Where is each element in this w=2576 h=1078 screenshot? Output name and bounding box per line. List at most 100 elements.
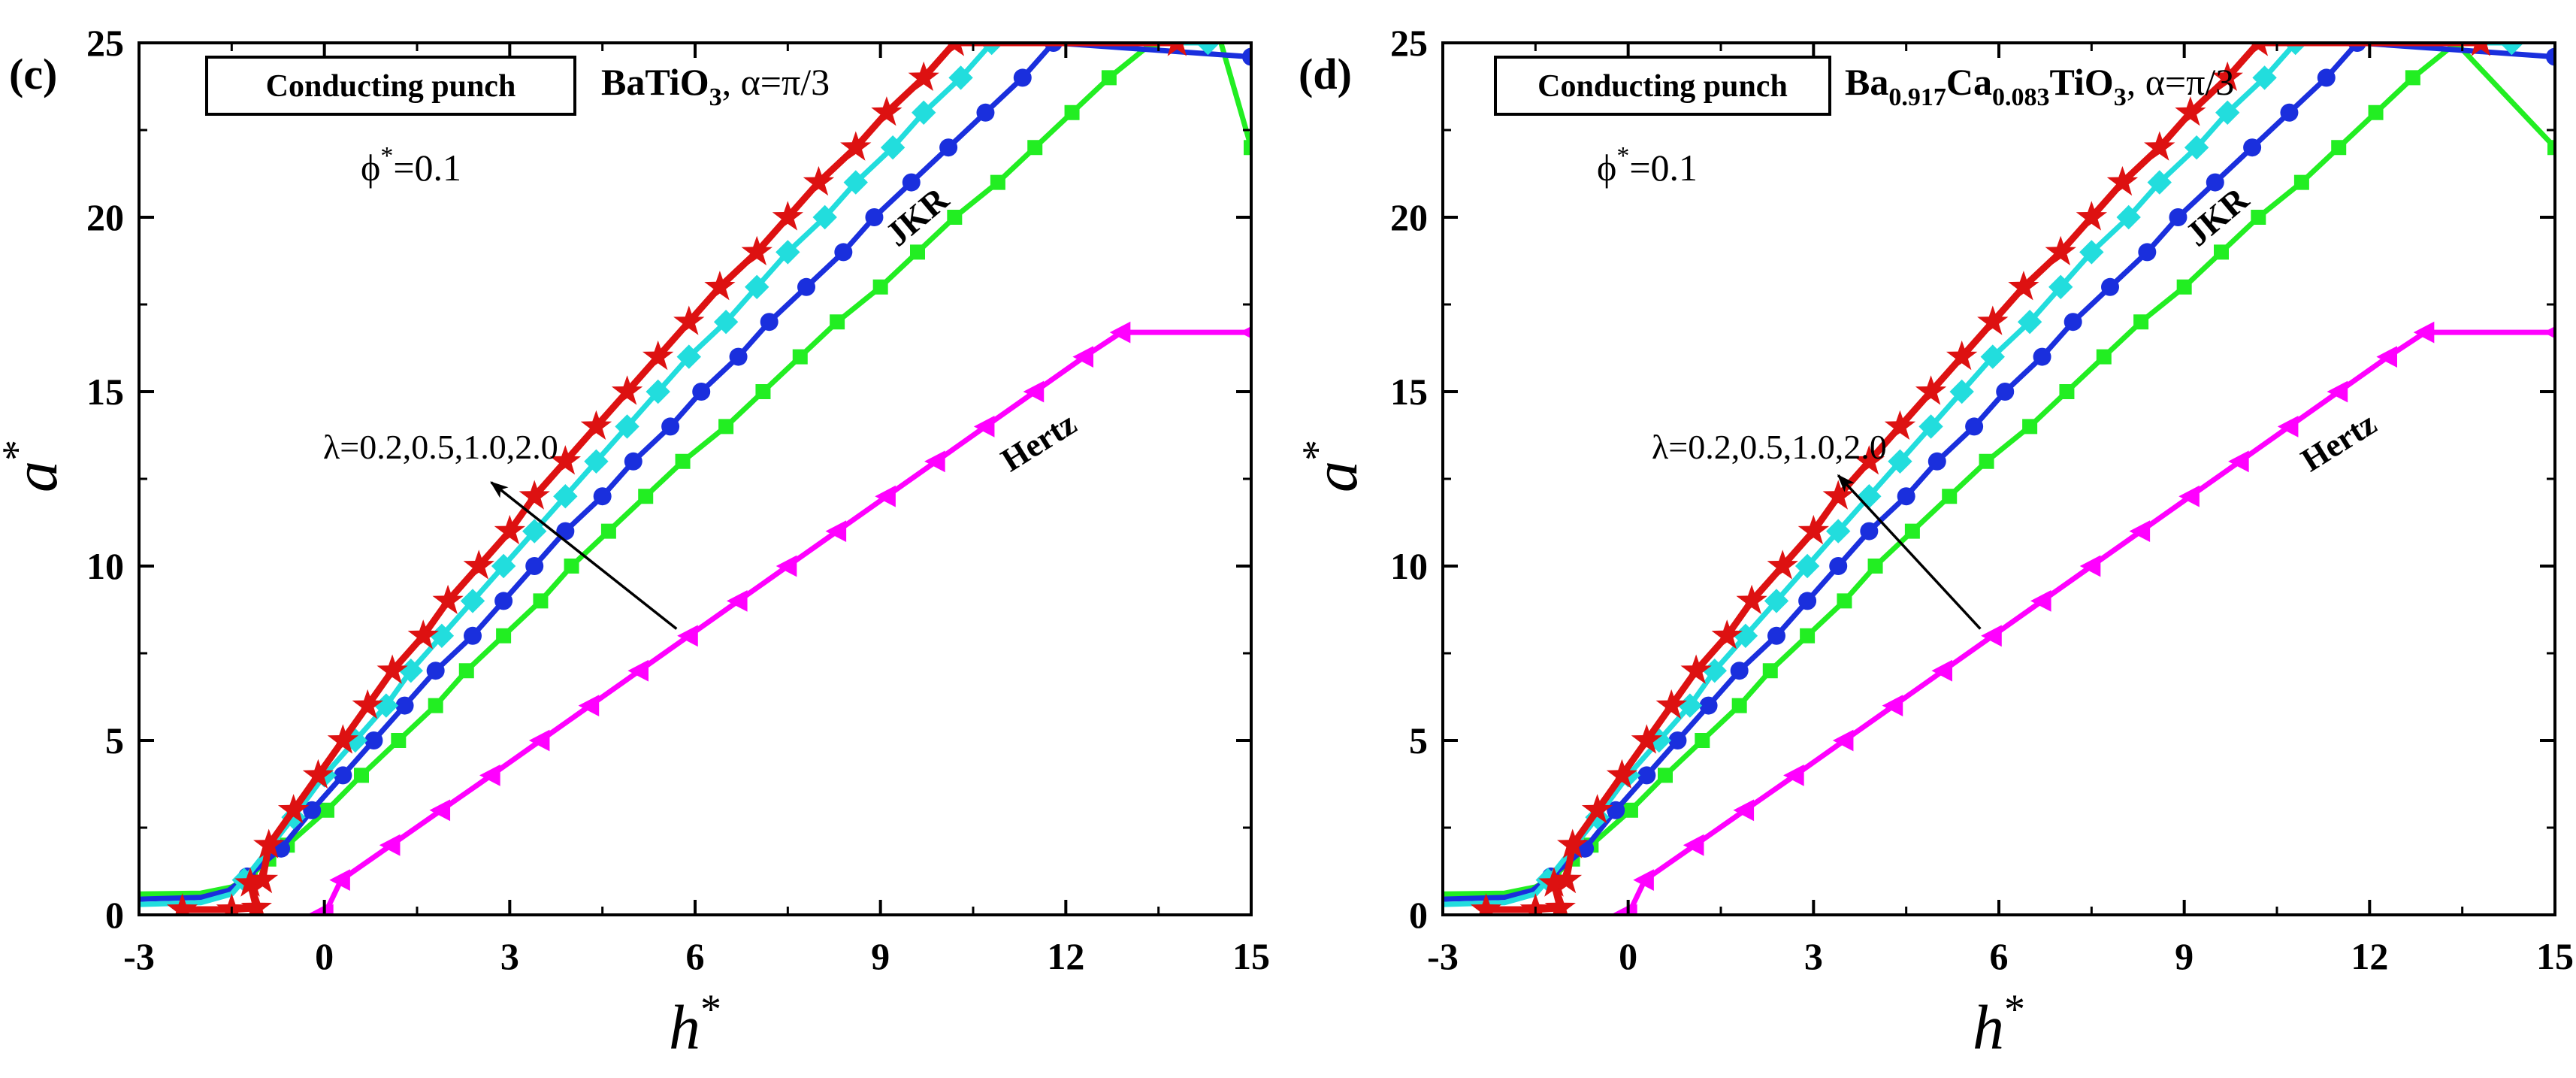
x-tick-label: 15 (1232, 935, 1270, 977)
lambda-label: λ=0.2,0.5,1.0,2.0 (1652, 428, 1887, 466)
data-point (2133, 314, 2149, 330)
data-point (2129, 520, 2151, 542)
data-point (1606, 759, 1638, 789)
data-point (240, 892, 272, 915)
data-point (2008, 271, 2039, 301)
series-line (1619, 329, 2555, 915)
data-point (745, 274, 769, 299)
data-point (902, 173, 921, 192)
data-point (1965, 417, 1984, 436)
data-point (463, 550, 494, 580)
data-point (319, 802, 334, 818)
x-axis-title: h* (1973, 986, 2025, 1063)
data-point (1557, 828, 1589, 858)
y-tick-label: 15 (86, 371, 124, 413)
data-point (825, 520, 847, 542)
x-tick-label: 15 (2536, 935, 2574, 977)
data-point (2048, 274, 2073, 299)
jkr-label: JKR (878, 180, 956, 254)
data-point (429, 799, 451, 822)
series-hertz (1610, 321, 2555, 915)
data-point (755, 384, 771, 399)
data-point (834, 243, 853, 262)
label-box-text: Conducting punch (1537, 69, 1788, 104)
data-point (1581, 794, 1613, 824)
data-point (1829, 557, 1848, 575)
lambda-label: λ=0.2,0.5,1.0,2.0 (323, 428, 558, 466)
data-point (376, 654, 408, 684)
data-point (2033, 347, 2051, 366)
data-point (803, 165, 835, 196)
data-point (1631, 724, 1662, 754)
data-point (1244, 140, 1251, 156)
data-point (1658, 768, 1673, 783)
material-label: BaTiO3, α=π/3 (601, 61, 830, 111)
data-point (479, 765, 500, 786)
data-point (528, 729, 550, 752)
data-point (166, 893, 198, 915)
data-point (1064, 104, 1080, 120)
data-point (924, 450, 945, 473)
data-point (1733, 623, 1758, 648)
data-point (2022, 419, 2038, 435)
data-point (2176, 279, 2192, 295)
data-point (2138, 243, 2157, 262)
data-point (464, 626, 482, 645)
data-point (2064, 313, 2082, 332)
data-point (872, 279, 888, 295)
data-point (947, 210, 963, 225)
jkr-label: JKR (2178, 180, 2256, 254)
data-point (364, 731, 383, 749)
data-point (1822, 480, 1854, 510)
data-point (1915, 375, 1947, 405)
data-point (830, 314, 845, 330)
data-point (2331, 140, 2347, 156)
x-tick-label: 6 (1990, 935, 2009, 977)
data-point (1736, 584, 1767, 614)
data-point (948, 65, 973, 90)
y-axis: 0 5 10 15 20 25 (86, 22, 1251, 936)
data-point (1767, 550, 1798, 580)
data-point (611, 375, 643, 405)
y-tick-label: 5 (1409, 719, 1428, 762)
data-point (556, 522, 575, 541)
lambda-arrow (1837, 474, 1982, 630)
data-point (494, 592, 513, 610)
data-point (1884, 410, 1916, 440)
data-point (1637, 766, 1656, 785)
data-point (726, 590, 748, 612)
data-point (2248, 43, 2269, 56)
data-point (973, 416, 995, 438)
data-point (2178, 485, 2200, 507)
series-line (139, 43, 1251, 897)
data-point (1853, 445, 1885, 475)
data-point (713, 310, 739, 335)
data-point (1519, 893, 1551, 915)
data-point (600, 523, 616, 539)
data-point (1996, 383, 2015, 401)
data-point (1800, 628, 1816, 643)
data-point (1980, 344, 2005, 369)
data-point (624, 452, 642, 471)
y-axis-title: a* (1294, 440, 1371, 492)
data-point (553, 484, 578, 509)
data-point (2106, 165, 2139, 196)
data-point (1981, 625, 2002, 647)
data-point (2030, 590, 2051, 612)
data-point (1702, 659, 1727, 683)
x-tick-label: 12 (2351, 935, 2388, 977)
series-line (1443, 43, 2514, 907)
data-point (2543, 326, 2555, 339)
data-point (1927, 452, 1946, 471)
data-point (1946, 340, 1978, 371)
data-point (776, 555, 797, 577)
phi-label: ϕ*=0.1 (1597, 142, 1698, 189)
data-point (1979, 453, 1994, 469)
data-point (1196, 43, 1220, 56)
data-point (2147, 170, 2172, 195)
panel-label: (c) (9, 50, 57, 98)
data-point (1711, 619, 1743, 650)
data-point (2116, 204, 2141, 230)
